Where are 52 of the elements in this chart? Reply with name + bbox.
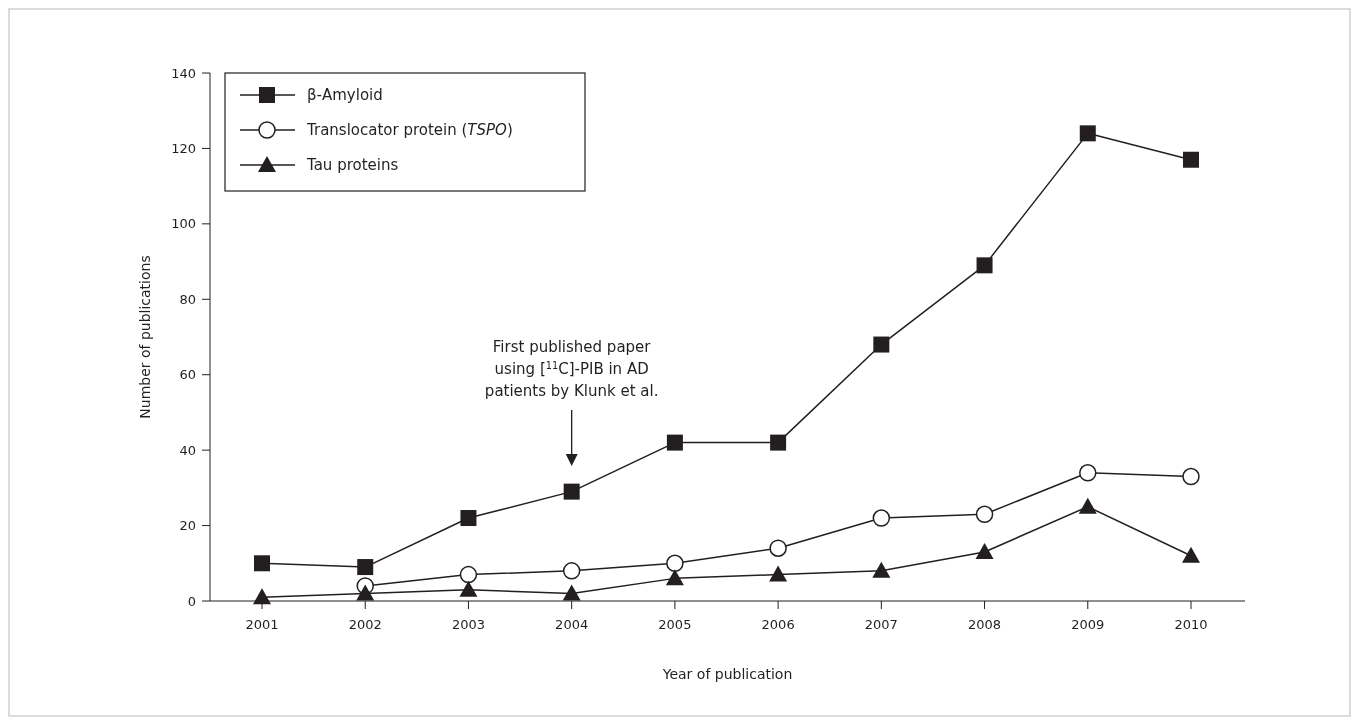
point xyxy=(254,555,270,572)
point xyxy=(563,483,580,500)
legend-label: β-Amyloid xyxy=(307,86,383,105)
legend-label: Translocator protein (TSPO) xyxy=(306,121,513,140)
point xyxy=(357,559,374,576)
y-tick-label: 0 xyxy=(187,593,196,609)
x-tick-label: 2009 xyxy=(1071,617,1105,632)
x-tick-label: 2006 xyxy=(761,617,795,632)
point xyxy=(976,257,993,274)
legend-label: Tau proteins xyxy=(306,156,399,175)
point xyxy=(975,542,994,559)
point xyxy=(665,569,684,586)
y-tick-label: 20 xyxy=(179,518,196,534)
y-tick-label: 140 xyxy=(171,65,196,81)
point xyxy=(873,336,890,353)
point xyxy=(562,584,581,601)
y-tick-label: 120 xyxy=(171,140,196,156)
x-tick-label: 2005 xyxy=(658,617,692,632)
x-tick-label: 2008 xyxy=(968,617,1002,632)
point xyxy=(1078,497,1097,514)
x-tick-label: 2002 xyxy=(348,617,382,632)
x-tick-label: 2001 xyxy=(245,617,279,632)
x-tick-label: 2010 xyxy=(1174,617,1208,632)
point xyxy=(666,434,683,451)
x-axis-title: Year of publication xyxy=(661,666,793,682)
y-axis-title: Number of publications xyxy=(137,255,153,419)
point xyxy=(769,565,788,582)
point xyxy=(1182,546,1200,563)
point xyxy=(666,554,684,573)
point xyxy=(1183,151,1199,168)
y-tick-label: 80 xyxy=(179,291,196,307)
y-tick-label: 60 xyxy=(179,367,196,383)
point xyxy=(872,509,891,527)
annotation: First published paper using [$^{11}$C]-PIB in AD patients by Klunk et al. xyxy=(484,338,659,400)
point xyxy=(253,588,271,605)
point xyxy=(460,510,477,527)
point xyxy=(1079,125,1096,142)
point xyxy=(770,434,787,451)
point xyxy=(769,539,787,557)
y-tick-label: 40 xyxy=(179,442,196,458)
point xyxy=(562,562,581,580)
point xyxy=(459,565,478,584)
x-tick-label: 2003 xyxy=(451,617,485,632)
point xyxy=(459,580,478,597)
point xyxy=(975,505,994,524)
point xyxy=(356,584,375,601)
point xyxy=(1079,464,1097,482)
y-tick-label: 100 xyxy=(171,216,196,232)
x-tick-label: 2007 xyxy=(864,617,898,632)
x-tick-label: 2004 xyxy=(555,617,589,632)
point xyxy=(1182,467,1200,486)
point xyxy=(872,561,891,578)
